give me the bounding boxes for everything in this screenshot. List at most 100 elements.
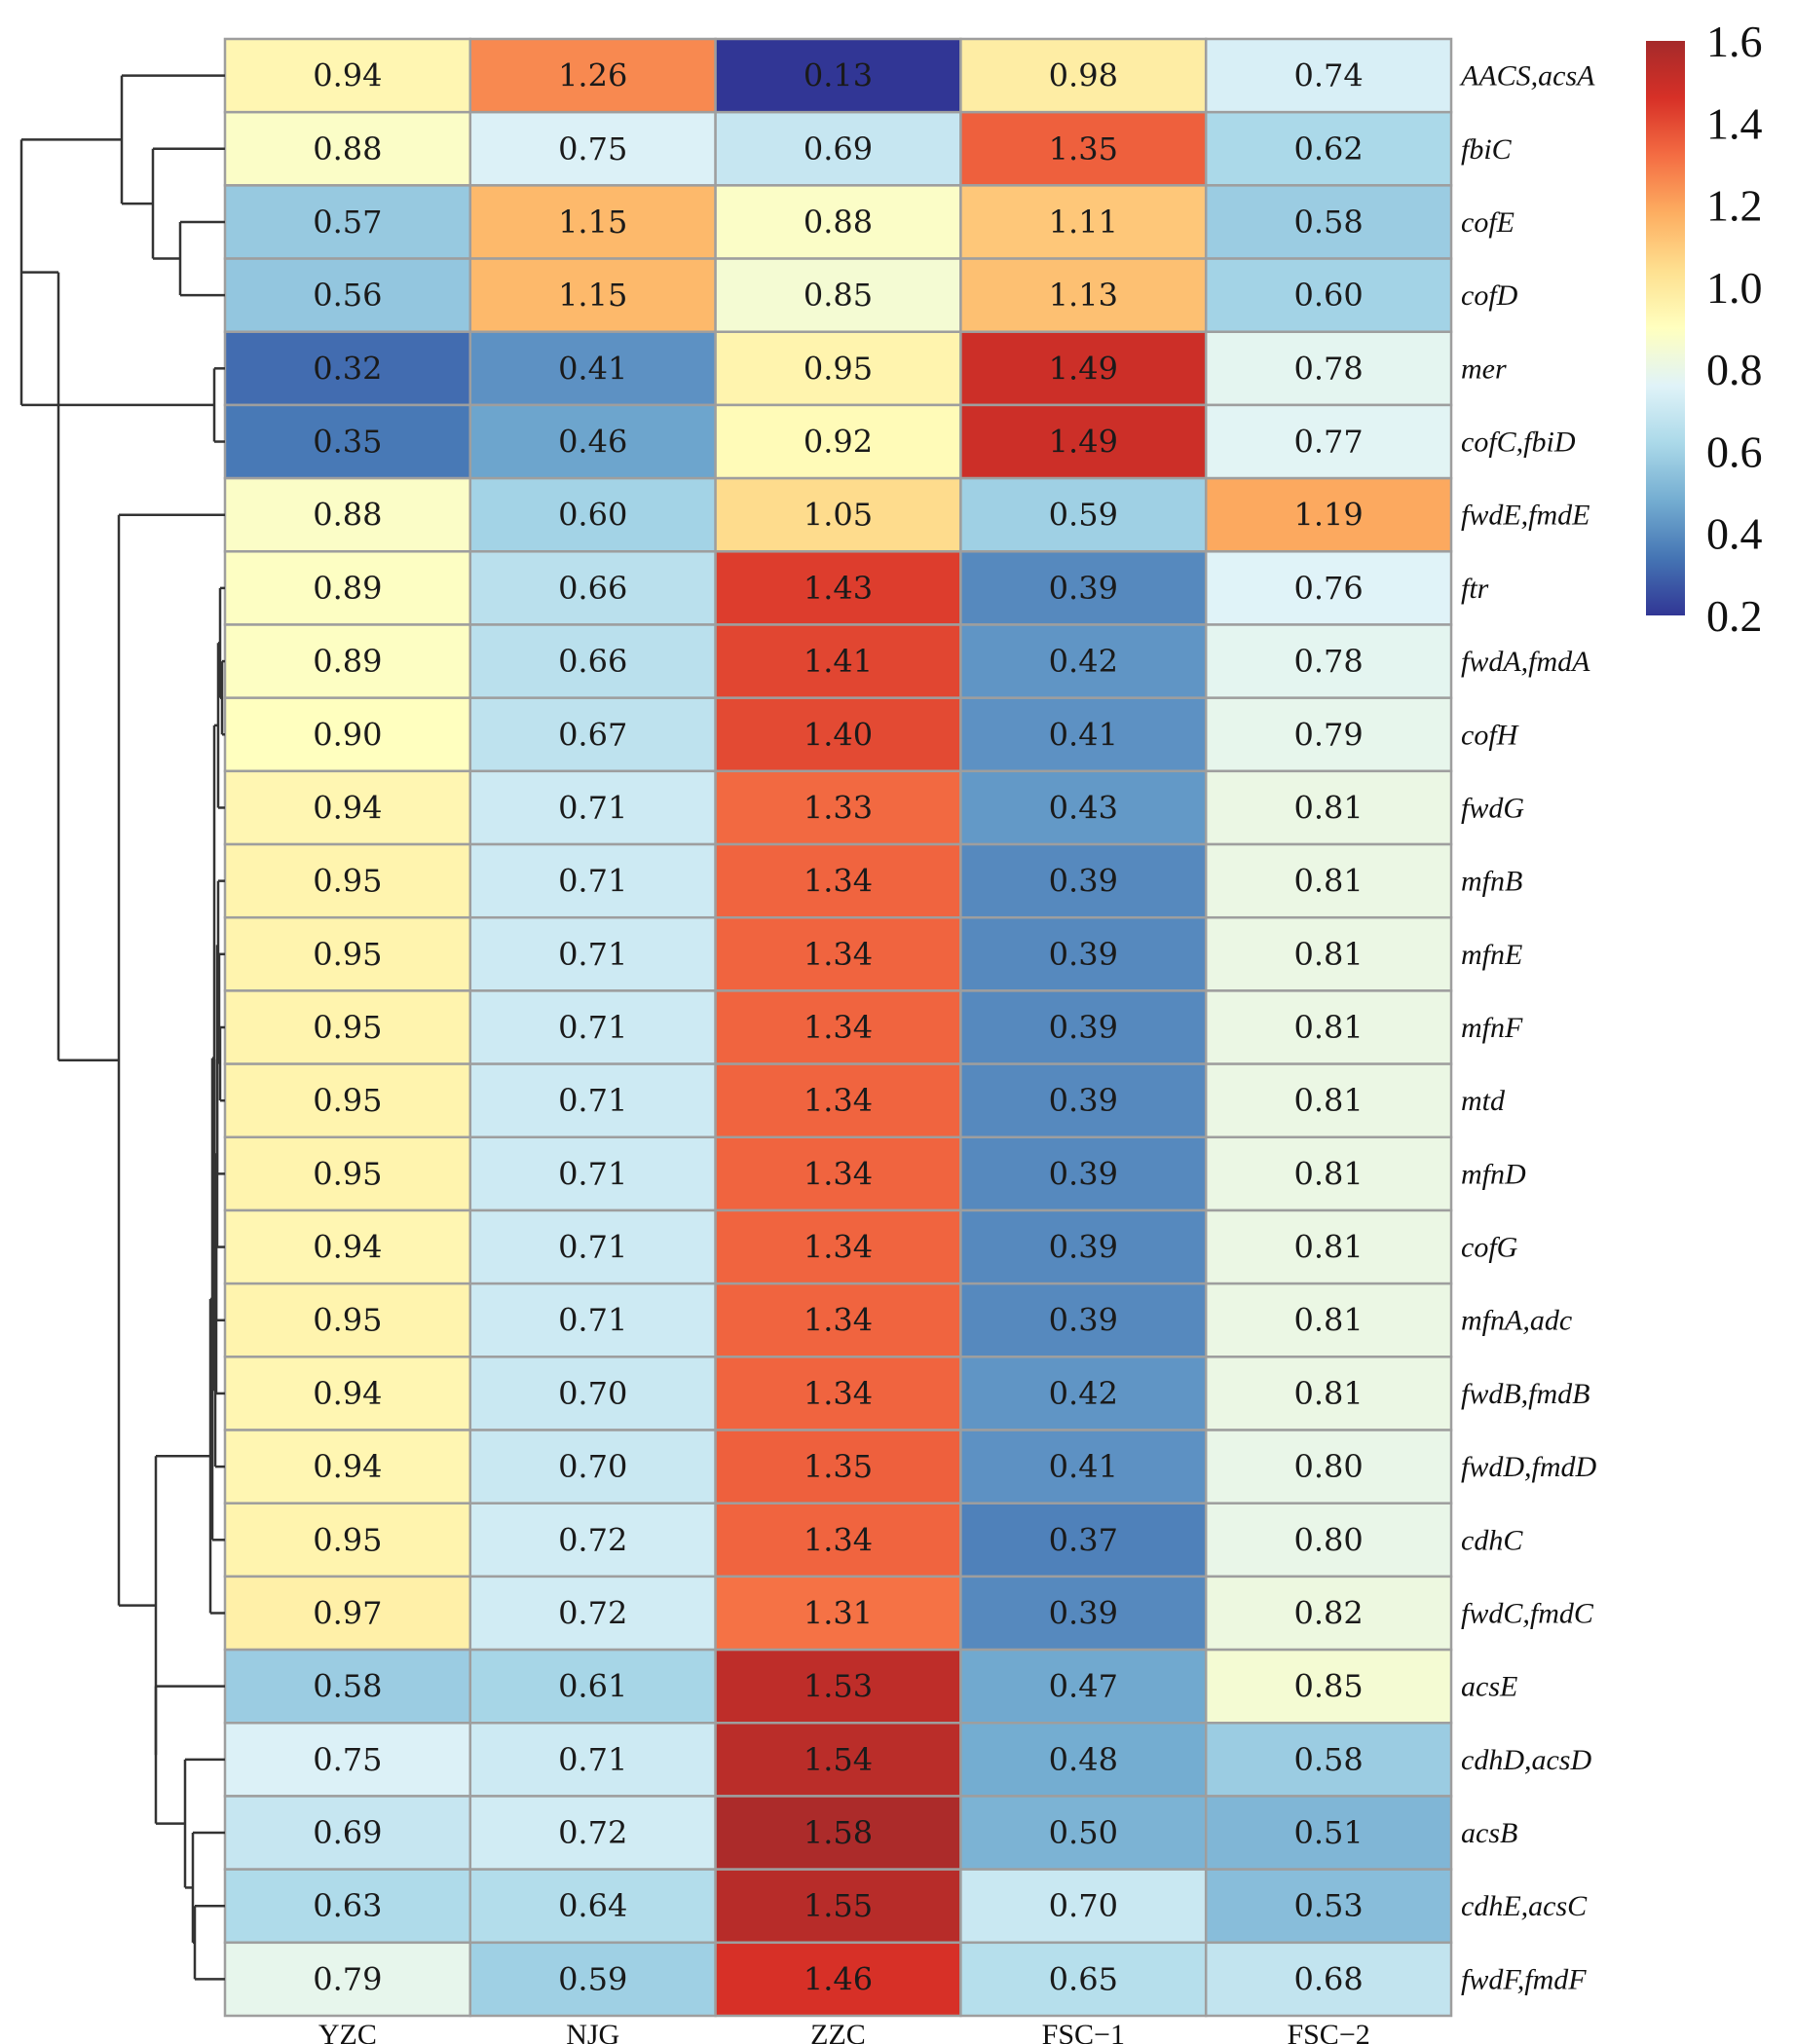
heatmap-cell <box>468 330 717 407</box>
cell-value-label: 0.94 <box>313 57 382 94</box>
row-label: fwdD,fmdD <box>1461 1451 1597 1483</box>
heatmap-cell <box>714 257 962 333</box>
cell-value-label: 1.33 <box>804 789 873 826</box>
cell-value-label: 0.95 <box>313 1009 382 1046</box>
cell-value-label: 0.56 <box>313 277 382 314</box>
cell-value-label: 0.13 <box>804 57 873 94</box>
heatmap-cell <box>714 1429 962 1505</box>
heatmap-cell <box>1204 1722 1453 1798</box>
row-label: cdhD,acsD <box>1461 1744 1591 1776</box>
heatmap-cell <box>1204 696 1453 773</box>
cell-value-label: 1.49 <box>1049 350 1118 387</box>
heatmap-cell <box>468 1135 717 1212</box>
cell-value-label: 0.67 <box>558 716 627 753</box>
cell-value-label: 0.85 <box>804 277 873 314</box>
heatmap-cell <box>714 1282 962 1358</box>
cell-value-label: 0.37 <box>1049 1521 1118 1558</box>
cell-value-label: 0.47 <box>1049 1668 1118 1705</box>
heatmap-cell <box>223 330 472 407</box>
heatmap-cell <box>959 1941 1208 2018</box>
heatmap-cell <box>1204 1648 1453 1725</box>
heatmap-cell <box>714 1062 962 1139</box>
cell-value-label: 1.19 <box>1293 497 1363 534</box>
cell-value-label: 0.41 <box>558 350 627 387</box>
heatmap-cell <box>468 550 717 626</box>
cell-value-label: 0.50 <box>1049 1814 1118 1851</box>
cell-value-label: 0.71 <box>558 1302 627 1339</box>
cell-value-label: 0.81 <box>1293 863 1363 900</box>
cell-value-label: 0.98 <box>1049 57 1118 94</box>
heatmap-cell <box>1204 1356 1453 1431</box>
row-label: mfnB <box>1461 866 1522 898</box>
heatmap-cell <box>959 403 1208 480</box>
cell-value-label: 0.74 <box>1293 57 1363 94</box>
cell-value-label: 0.70 <box>1049 1887 1118 1924</box>
cell-value-label: 0.75 <box>313 1741 382 1778</box>
row-label: acsB <box>1461 1817 1517 1849</box>
heatmap-cell <box>714 1648 962 1725</box>
row-label: cofG <box>1461 1232 1518 1264</box>
cell-value-label: 0.66 <box>558 570 627 607</box>
cell-value-label: 1.43 <box>804 570 873 607</box>
heatmap-cell <box>223 769 472 846</box>
heatmap-cell <box>714 403 962 480</box>
cell-value-label: 0.81 <box>1293 1302 1363 1339</box>
heatmap-cell <box>959 550 1208 626</box>
heatmap-cell <box>468 696 717 773</box>
heatmap-cell <box>959 1062 1208 1139</box>
cell-value-label: 0.39 <box>1049 1229 1118 1266</box>
heatmap-cell <box>714 1135 962 1212</box>
heatmap-cell <box>468 1575 717 1652</box>
colorbar-tick-label: 0.2 <box>1706 591 1763 641</box>
heatmap-cell <box>468 37 717 114</box>
row-label: fwdC,fmdC <box>1461 1597 1594 1629</box>
cell-value-label: 0.59 <box>558 1960 627 1997</box>
heatmap-cell <box>223 915 472 992</box>
heatmap-cell <box>468 1868 717 1945</box>
cell-value-label: 1.35 <box>1049 130 1118 167</box>
cell-value-label: 0.79 <box>313 1960 382 1997</box>
cell-value-label: 0.95 <box>313 863 382 900</box>
heatmap-cell <box>468 1429 717 1505</box>
cell-value-label: 0.71 <box>558 936 627 973</box>
cell-value-label: 0.39 <box>1049 936 1118 973</box>
heatmap-cell <box>1204 1135 1453 1212</box>
heatmap-cell <box>1204 769 1453 846</box>
heatmap-cell <box>468 403 717 480</box>
cell-value-label: 0.72 <box>558 1594 627 1631</box>
cell-value-label: 0.95 <box>804 350 873 387</box>
colorbar-tick-label: 0.8 <box>1706 345 1763 394</box>
row-label: mtd <box>1461 1085 1506 1117</box>
heatmap-cell <box>714 1722 962 1798</box>
cell-value-label: 1.55 <box>804 1887 873 1924</box>
cell-value-label: 1.15 <box>558 204 627 241</box>
cell-value-label: 0.71 <box>558 863 627 900</box>
heatmap-cell <box>223 1941 472 2018</box>
cell-value-label: 0.69 <box>804 130 873 167</box>
heatmap-cell <box>714 330 962 407</box>
row-label: cofD <box>1461 279 1518 312</box>
cell-value-label: 1.15 <box>558 277 627 314</box>
row-label: mfnF <box>1461 1012 1523 1044</box>
cell-value-label: 1.34 <box>804 1521 873 1558</box>
cell-value-label: 0.39 <box>1049 1594 1118 1631</box>
heatmap-cell <box>714 1208 962 1285</box>
heatmap-cell <box>223 842 472 919</box>
cell-value-label: 0.51 <box>1293 1814 1363 1851</box>
row-label: fwdB,fmdB <box>1461 1378 1590 1410</box>
cell-value-label: 0.39 <box>1049 863 1118 900</box>
row-label: fwdA,fmdA <box>1461 646 1590 678</box>
heatmap-cell <box>1204 1575 1453 1652</box>
row-label: cdhC <box>1461 1524 1523 1556</box>
heatmap-cell <box>714 1795 962 1871</box>
cell-value-label: 1.40 <box>804 716 873 753</box>
heatmap-cell <box>468 1062 717 1139</box>
cell-value-label: 0.81 <box>1293 1155 1363 1192</box>
heatmap-cell <box>223 1795 472 1871</box>
cell-value-label: 0.95 <box>313 1302 382 1339</box>
cell-value-label: 0.78 <box>1293 643 1363 680</box>
heatmap-cell <box>1204 989 1453 1065</box>
cell-value-label: 0.81 <box>1293 1082 1363 1119</box>
heatmap-cell <box>959 1429 1208 1505</box>
